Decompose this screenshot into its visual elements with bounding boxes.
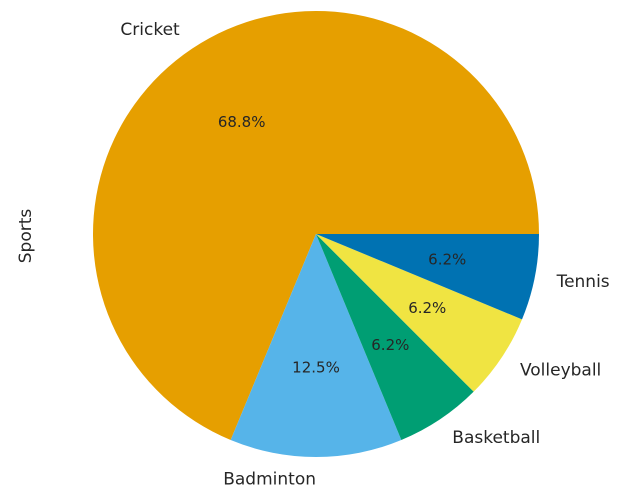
pie-slice <box>93 11 540 441</box>
slice-name-label: Cricket <box>120 20 180 40</box>
percent-labels: 68.8% 12.5% 6.2% 6.2% 6.2% <box>218 113 466 376</box>
slice-name-label: Badminton <box>223 469 316 489</box>
percent-label: 6.2% <box>428 251 466 269</box>
slice-name-label: Tennis <box>556 272 610 292</box>
pie-slices <box>93 11 540 457</box>
percent-label: 68.8% <box>218 113 266 131</box>
percent-label: 12.5% <box>292 358 340 376</box>
percent-label: 6.2% <box>408 299 446 317</box>
slice-name-label: Basketball <box>452 428 540 448</box>
pie-slice <box>316 234 523 392</box>
percent-label: 6.2% <box>371 336 409 354</box>
y-axis-label: Sports <box>16 209 36 264</box>
pie-slice <box>316 234 539 320</box>
slice-labels: Cricket Badminton Basketball Volleyball Tenn… <box>120 20 609 489</box>
slice-name-label: Volleyball <box>520 360 601 380</box>
pie-slice <box>230 234 402 457</box>
pie-slice <box>316 234 474 441</box>
